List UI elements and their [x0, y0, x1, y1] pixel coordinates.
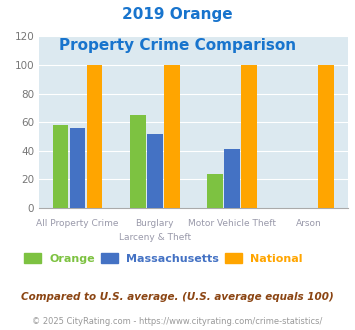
- Text: All Property Crime: All Property Crime: [37, 219, 119, 228]
- Bar: [241, 65, 257, 208]
- Text: © 2025 CityRating.com - https://www.cityrating.com/crime-statistics/: © 2025 CityRating.com - https://www.city…: [32, 317, 323, 326]
- Bar: [70, 128, 86, 208]
- Bar: [53, 125, 69, 208]
- Bar: [130, 115, 146, 208]
- Text: Property Crime Comparison: Property Crime Comparison: [59, 38, 296, 53]
- Bar: [164, 65, 180, 208]
- Legend: Orange, Massachusetts, National: Orange, Massachusetts, National: [20, 249, 307, 268]
- Text: 2019 Orange: 2019 Orange: [122, 7, 233, 21]
- Bar: [224, 149, 240, 208]
- Bar: [147, 134, 163, 208]
- Bar: [87, 65, 103, 208]
- Text: Larceny & Theft: Larceny & Theft: [119, 233, 191, 242]
- Text: Compared to U.S. average. (U.S. average equals 100): Compared to U.S. average. (U.S. average …: [21, 292, 334, 302]
- Bar: [318, 65, 334, 208]
- Text: Burglary: Burglary: [136, 219, 174, 228]
- Text: Arson: Arson: [296, 219, 322, 228]
- Bar: [207, 174, 223, 208]
- Text: Motor Vehicle Theft: Motor Vehicle Theft: [188, 219, 276, 228]
